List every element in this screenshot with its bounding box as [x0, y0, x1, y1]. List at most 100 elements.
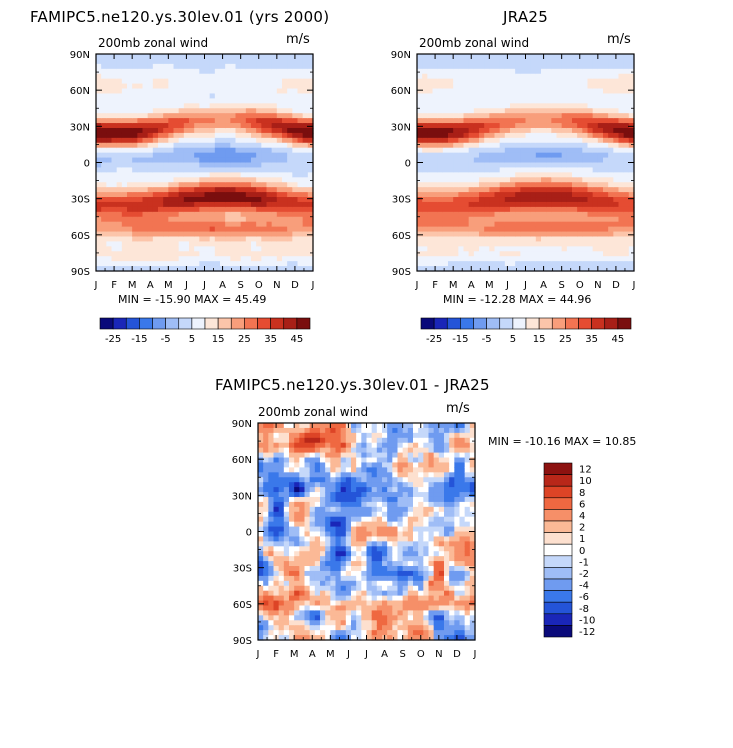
heatmap-cell: [448, 108, 454, 114]
heatmap-cell: [597, 73, 604, 80]
heatmap-cell: [603, 147, 609, 154]
heatmap-cell: [304, 590, 311, 597]
heatmap-cell: [271, 68, 278, 75]
heatmap-cell: [448, 261, 454, 267]
heatmap-cell: [142, 192, 149, 198]
heatmap-cell: [468, 211, 475, 218]
heatmap-cell: [356, 447, 362, 454]
heatmap-cell: [345, 595, 352, 602]
heatmap-cell: [158, 206, 164, 213]
heatmap-cell: [437, 172, 444, 178]
heatmap-cell: [271, 147, 278, 154]
heatmap-cell: [183, 142, 190, 149]
heatmap-cell: [592, 118, 599, 124]
heatmap-cell: [183, 187, 190, 193]
heatmap-cell: [427, 137, 434, 144]
heatmap-cell: [525, 103, 532, 109]
heatmap-cell: [142, 98, 149, 104]
heatmap-cell: [546, 192, 552, 198]
heatmap-cell: [204, 142, 211, 149]
heatmap-cell: [366, 467, 373, 473]
heatmap-cell: [292, 103, 299, 109]
heatmap-cell: [106, 88, 113, 95]
heatmap-cell: [266, 162, 273, 169]
heatmap-cell: [432, 226, 439, 233]
heatmap-cell: [582, 162, 589, 169]
heatmap-cell: [330, 531, 337, 538]
heatmap-cell: [520, 118, 527, 124]
heatmap-cell: [258, 442, 264, 449]
heatmap-cell: [422, 177, 428, 183]
heatmap-cell: [194, 127, 200, 134]
heatmap-cell: [273, 625, 280, 631]
heatmap-cell: [628, 167, 635, 173]
heatmap-cell: [173, 251, 180, 257]
heatmap-cell: [376, 546, 383, 552]
heatmap-cell: [214, 123, 221, 129]
heatmap-cell: [111, 261, 118, 267]
heatmap-cell: [314, 482, 321, 488]
heatmap-cell: [258, 615, 264, 621]
heatmap-cell: [330, 427, 337, 434]
heatmap-cell: [220, 187, 226, 193]
heatmap-cell: [132, 177, 138, 183]
heatmap-cell: [214, 177, 221, 183]
heatmap-cell: [417, 206, 423, 213]
heatmap-cell: [189, 261, 195, 267]
heatmap-cell: [448, 266, 454, 272]
heatmap-cell: [572, 201, 578, 208]
heatmap-cell: [304, 630, 311, 636]
heatmap-cell: [96, 78, 102, 85]
heatmap-cell: [271, 226, 278, 233]
heatmap-cell: [152, 201, 159, 208]
heatmap-cell: [582, 73, 589, 80]
heatmap-cell: [504, 142, 511, 149]
heatmap-cell: [546, 157, 552, 164]
heatmap-cell: [282, 226, 288, 233]
heatmap-cell: [366, 630, 373, 636]
heatmap-cell: [258, 541, 264, 547]
heatmap-cell: [417, 152, 423, 159]
heatmap-cell: [276, 54, 283, 60]
heatmap-cell: [618, 177, 625, 183]
heatmap-cell: [325, 526, 331, 533]
heatmap-cell: [361, 423, 368, 429]
heatmap-cell: [556, 118, 563, 124]
heatmap-cell: [276, 226, 283, 233]
heatmap-cell: [220, 246, 226, 252]
heatmap-cell: [608, 211, 614, 218]
heatmap-cell: [209, 226, 216, 233]
heatmap-cell: [173, 93, 180, 99]
heatmap-cell: [613, 216, 620, 223]
colorbar-label: -5: [161, 334, 171, 345]
heatmap-cell: [335, 590, 342, 597]
heatmap-cell: [535, 137, 542, 144]
heatmap-cell: [453, 152, 459, 159]
heatmap-cell: [499, 162, 506, 169]
heatmap-cell: [463, 93, 470, 99]
heatmap-cell: [479, 108, 485, 114]
heatmap-cell: [276, 63, 283, 70]
heatmap-cell: [618, 192, 625, 198]
heatmap-cell: [178, 221, 185, 228]
heatmap-cell: [106, 78, 113, 85]
heatmap-cell: [111, 83, 118, 90]
heatmap-cell: [479, 127, 485, 134]
heatmap-cell: [261, 83, 268, 90]
heatmap-cell: [608, 118, 614, 124]
heatmap-cell: [111, 78, 118, 85]
heatmap-cell: [613, 182, 620, 188]
heatmap-cell: [199, 261, 206, 267]
heatmap-cell: [258, 477, 264, 483]
heatmap-cell: [163, 152, 169, 159]
heatmap-cell: [510, 132, 516, 139]
heatmap-cell: [494, 221, 501, 228]
heatmap-cell: [307, 197, 314, 203]
heatmap-cell: [437, 182, 444, 188]
heatmap-cell: [597, 147, 604, 154]
heatmap-cell: [432, 197, 439, 203]
heatmap-cell: [214, 108, 221, 114]
heatmap-cell: [163, 226, 169, 233]
heatmap-cell: [309, 437, 316, 444]
heatmap-cell: [245, 206, 252, 213]
